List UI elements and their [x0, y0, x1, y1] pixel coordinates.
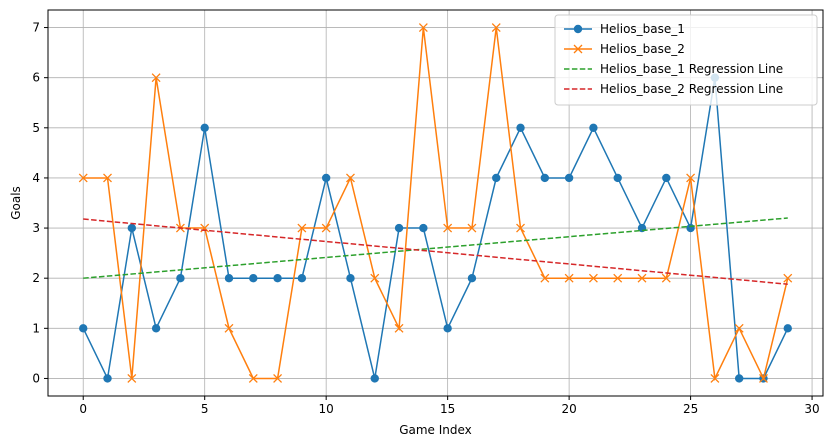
helios-base-2-point	[394, 323, 404, 333]
helios-base-2-point	[370, 273, 380, 283]
helios-base-1-point	[492, 173, 501, 183]
y-tick-label: 4	[32, 171, 40, 185]
helios-base-2-point	[783, 273, 793, 283]
helios-base-1-point	[613, 173, 622, 183]
helios-base-2-line	[83, 27, 789, 382]
helios-base-2-regression-line-line	[83, 218, 788, 285]
helios-base-1-point	[249, 273, 258, 283]
helios-base-2-point	[443, 223, 453, 233]
x-tick-label: 20	[561, 402, 576, 416]
helios-base-2-point	[321, 223, 331, 233]
helios-base-2-point	[661, 273, 671, 283]
helios-base-1-point	[103, 374, 112, 383]
x-tick-label: 5	[201, 402, 209, 416]
helios-base-1-point	[346, 273, 355, 283]
series-layer	[78, 23, 793, 383]
helios-base-2-point	[516, 223, 525, 233]
x-tick-label: 0	[79, 402, 87, 416]
helios-base-1-point	[370, 374, 379, 383]
legend-entry: Helios_base_2 Regression Line	[600, 82, 783, 96]
helios-base-1-point	[273, 273, 282, 283]
x-tick-label: 15	[440, 402, 455, 416]
x-tick-label: 30	[804, 402, 819, 416]
helios-base-2-point	[273, 373, 283, 383]
helios-base-2-point	[637, 273, 647, 283]
helios-base-1-point	[127, 223, 137, 233]
helios-base-2-point	[224, 323, 234, 333]
helios-base-2-point	[346, 173, 355, 183]
legend-marker	[573, 24, 583, 34]
helios-base-1-point	[321, 173, 331, 183]
legend-marker	[573, 44, 583, 54]
helios-base-1-regression-line-line	[83, 217, 788, 279]
legend-entry: Helios_base_2	[600, 42, 685, 56]
y-tick-label: 5	[32, 121, 40, 135]
helios-base-1-point	[662, 173, 671, 183]
helios-base-2-point	[151, 73, 161, 83]
x-tick-label: 10	[319, 402, 334, 416]
legend: Helios_base_1 Helios_base_2 Helios_base_1 …	[554, 14, 818, 106]
helios-base-1-point	[443, 324, 452, 333]
y-tick-label: 6	[32, 71, 40, 85]
helios-base-2-point	[491, 23, 501, 33]
helios-base-1-point	[394, 223, 404, 233]
helios-base-1-point	[151, 324, 161, 333]
helios-base-2-point	[564, 273, 574, 283]
helios-base-2-point	[127, 373, 137, 383]
legend-entry: Helios_base_1	[600, 22, 685, 36]
y-tick-label: 2	[32, 271, 40, 285]
legend-entry: Helios_base_1 Regression Line	[600, 62, 783, 76]
helios-base-2-point	[78, 173, 88, 183]
legend-box	[554, 14, 818, 106]
y-axis-label: Goals	[9, 186, 23, 220]
helios-base-2-point	[686, 173, 696, 183]
helios-base-2-point	[613, 273, 623, 283]
helios-base-1-point	[200, 123, 209, 133]
y-axis: 0 1 2 3 4 5 6 7	[32, 21, 48, 385]
helios-base-1-point	[297, 273, 307, 283]
y-tick-label: 0	[32, 371, 40, 385]
helios-base-2-point	[248, 373, 258, 383]
x-axis: 0 5 10 15 20 25 30	[79, 396, 820, 416]
helios-base-1-point	[686, 223, 695, 233]
helios-base-2-point	[418, 23, 428, 33]
helios-base-2-point	[759, 373, 768, 383]
helios-base-1-line	[82, 77, 789, 381]
x-axis-label: Game Index	[399, 423, 472, 437]
helios-base-2-point	[467, 223, 477, 233]
helios-base-2-point	[103, 173, 112, 183]
helios-base-2-point	[540, 273, 550, 283]
plot-frame	[47, 9, 824, 397]
helios-base-1-point	[224, 273, 234, 283]
helios-base-2-point	[734, 323, 744, 333]
helios-base-1-point	[540, 173, 550, 183]
helios-base-1-point	[589, 123, 598, 133]
helios-base-1-point	[564, 173, 574, 183]
y-tick-label: 7	[32, 21, 40, 35]
helios-base-1-point	[79, 324, 88, 333]
x-tick-label: 25	[683, 402, 698, 416]
y-tick-label: 1	[32, 321, 40, 335]
helios-base-1-point	[467, 273, 477, 283]
helios-base-1-point	[516, 123, 525, 133]
helios-base-1-point	[783, 324, 792, 333]
y-tick-label: 3	[32, 221, 40, 235]
helios-base-1-point	[734, 374, 744, 383]
helios-base-2-point	[710, 373, 720, 383]
helios-base-2-point	[297, 223, 307, 233]
helios-base-1-point	[419, 223, 428, 233]
helios-base-2-point	[588, 273, 598, 283]
helios-base-1-point	[176, 273, 185, 283]
